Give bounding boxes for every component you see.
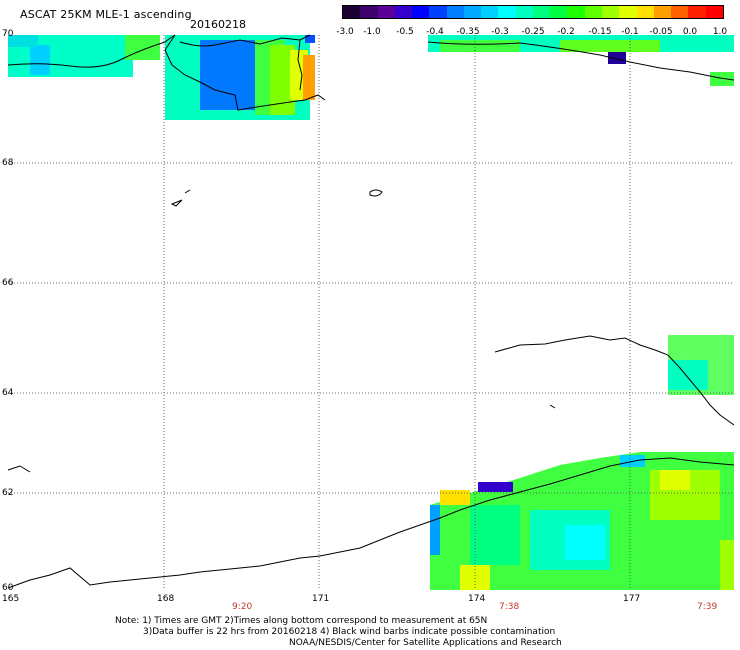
lat-label-68: 68 [2, 158, 14, 168]
map-date: 20160218 [190, 18, 246, 31]
color-scale-label: -3.0 [336, 27, 354, 37]
time-label-738: 7:38 [499, 602, 519, 612]
color-scale-label: -1.0 [363, 27, 381, 37]
color-scale-label: -0.05 [649, 27, 673, 37]
lat-label-70: 70 [2, 29, 14, 39]
color-scale-label: -0.5 [396, 27, 414, 37]
color-scale-label: -0.3 [491, 27, 509, 37]
color-scale-labels: -3.0 -1.0 -0.5 -0.4 -0.35 -0.3 -0.25 -0.2 -0.15-… [330, 27, 740, 39]
color-scale-swatch [412, 6, 430, 18]
note-line-1: Note: 1) Times are GMT 2)Times along bot… [115, 616, 488, 626]
longitude-labels: 165 168 171 174 177 [2, 594, 640, 604]
color-scale-swatch [601, 6, 620, 18]
color-scale-swatch [498, 6, 516, 18]
color-scale-swatch [463, 6, 482, 18]
color-scale-swatch [394, 6, 413, 18]
lon-label-171: 171 [312, 594, 329, 604]
color-scale-label: -0.4 [426, 27, 444, 37]
color-scale-swatch [636, 6, 654, 18]
color-scale-label: 0.0 [682, 27, 698, 37]
note-line-2: 3)Data buffer is 22 hrs from 20160218 4)… [143, 627, 556, 637]
color-scale-label: -0.35 [456, 27, 480, 37]
color-scale-label: -0.1 [621, 27, 639, 37]
color-scale-label: -0.2 [557, 27, 575, 37]
lat-label-62: 62 [2, 488, 13, 498]
lon-label-174: 174 [468, 594, 485, 604]
color-scale-swatch [532, 6, 551, 18]
color-scale-swatch [584, 6, 602, 18]
color-scale-swatch [446, 6, 464, 18]
note-line-3: NOAA/NESDIS/Center for Satellite Applica… [289, 638, 562, 648]
color-scale-swatch [515, 6, 533, 18]
color-scale-swatch [343, 6, 361, 18]
lon-label-168: 168 [157, 594, 174, 604]
lat-label-64: 64 [2, 388, 14, 398]
coastlines [7, 34, 735, 589]
color-scale-label: -0.25 [521, 27, 545, 37]
grid-lines [8, 35, 734, 590]
color-scale-swatch [377, 6, 395, 18]
color-scale-label: 1.0 [712, 27, 728, 37]
color-scale-swatch [653, 6, 672, 18]
color-scale-swatch [705, 6, 723, 18]
color-scale-swatch [688, 6, 706, 18]
color-scale-swatch [671, 6, 689, 18]
lon-label-165: 165 [2, 594, 19, 604]
lat-label-60: 60 [2, 583, 14, 593]
color-scale-bar [342, 5, 724, 19]
time-label-920: 9:20 [232, 602, 252, 612]
lon-label-177: 177 [623, 594, 640, 604]
color-scale-swatch [429, 6, 447, 18]
color-scale-swatch [619, 6, 637, 18]
lat-label-66: 66 [2, 278, 14, 288]
map-title: ASCAT 25KM MLE-1 ascending [20, 8, 192, 21]
color-scale-swatch [550, 6, 568, 18]
time-label-739: 7:39 [697, 602, 717, 612]
color-scale-label: -0.15 [588, 27, 612, 37]
data-swaths [8, 35, 734, 590]
color-scale-swatch [481, 6, 499, 18]
pass-time-labels: 9:20 7:38 7:39 [232, 602, 717, 612]
latitude-labels: 70 68 66 64 62 60 [2, 29, 14, 593]
color-scale-swatch [567, 6, 585, 18]
color-scale-swatch [360, 6, 378, 18]
